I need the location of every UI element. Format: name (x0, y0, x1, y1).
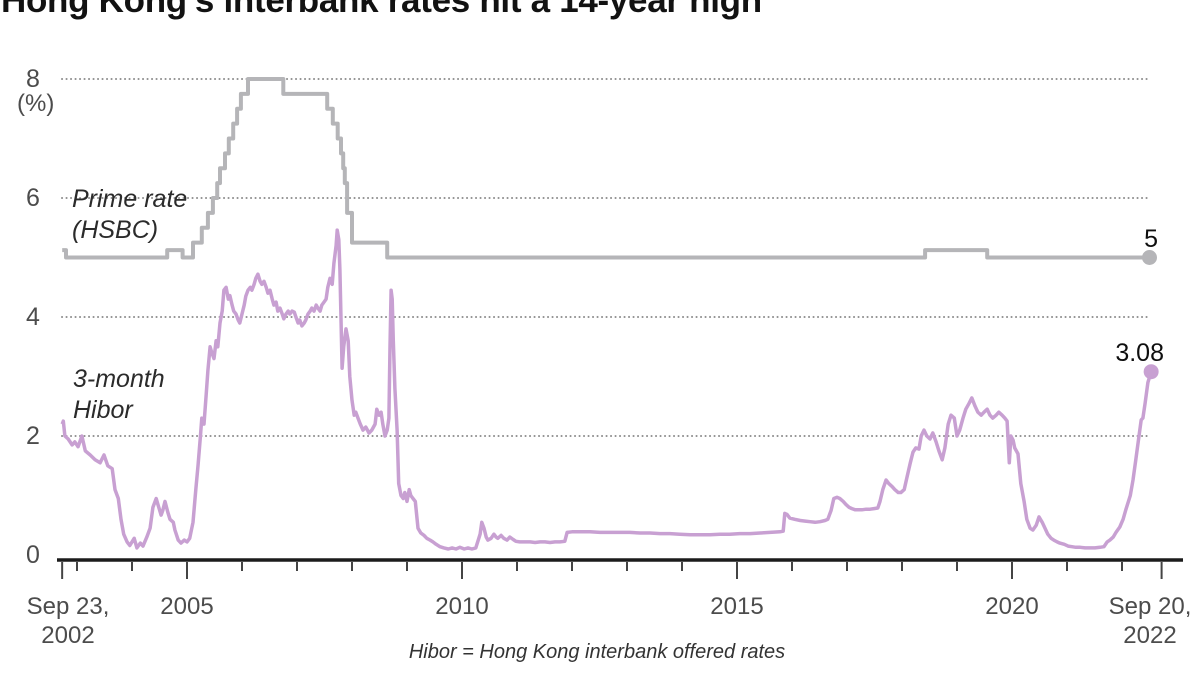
x-tick-label-start-line: Sep 23, (26, 593, 110, 620)
y-axis-unit-label: (%) (17, 90, 55, 117)
x-tick-label-2010-line: 2010 (435, 593, 489, 620)
prime-rate-line (62, 77, 1150, 260)
y-tick-label-0: 0 (26, 541, 40, 569)
x-tick-label-2010: 2010 (402, 592, 522, 621)
y-tick-label-8: 8 (26, 65, 40, 93)
x-tick-label-end-line: 2022 (1123, 622, 1177, 649)
series-label-hibor-line1: 3-month (73, 365, 165, 393)
x-tick-label-2020: 2020 (952, 592, 1072, 621)
series-label-hibor: 3-month Hibor (73, 364, 165, 426)
hibor-end-value: 3.08 (1115, 339, 1164, 367)
x-tick-label-end: Sep 20, 2022 (1090, 592, 1200, 650)
y-tick-label-6: 6 (26, 184, 40, 212)
x-tick-label-2015-line: 2015 (710, 593, 764, 620)
series-label-prime-rate-line2: (HSBC) (72, 216, 159, 244)
hibor-end-dot (1143, 364, 1159, 380)
x-tick-label-2005: 2005 (127, 592, 247, 621)
x-tick-label-2015: 2015 (677, 592, 797, 621)
prime-rate-end-value: 5 (1144, 225, 1158, 253)
y-tick-label-4: 4 (26, 303, 40, 331)
prime-rate-end-dot (1142, 250, 1157, 265)
y-tick-label-2: 2 (26, 422, 40, 450)
series-label-prime-rate: Prime rate (HSBC) (72, 184, 187, 246)
series-label-prime-rate-line1: Prime rate (72, 185, 188, 213)
x-tick-label-start-line: 2002 (41, 622, 95, 649)
x-tick-label-start: Sep 23, 2002 (8, 592, 128, 650)
chart-title: Hong Kong's interbank rates hit a 14-yea… (1, 0, 762, 20)
hibor-line (60, 228, 1153, 551)
x-tick-label-2005-line: 2005 (160, 593, 214, 620)
chart-footnote: Hibor = Hong Kong interbank offered rate… (408, 641, 786, 663)
series-label-hibor-line2: Hibor (73, 396, 133, 424)
x-tick-label-end-line: Sep 20, (1108, 593, 1192, 620)
x-tick-label-2020-line: 2020 (985, 593, 1039, 620)
